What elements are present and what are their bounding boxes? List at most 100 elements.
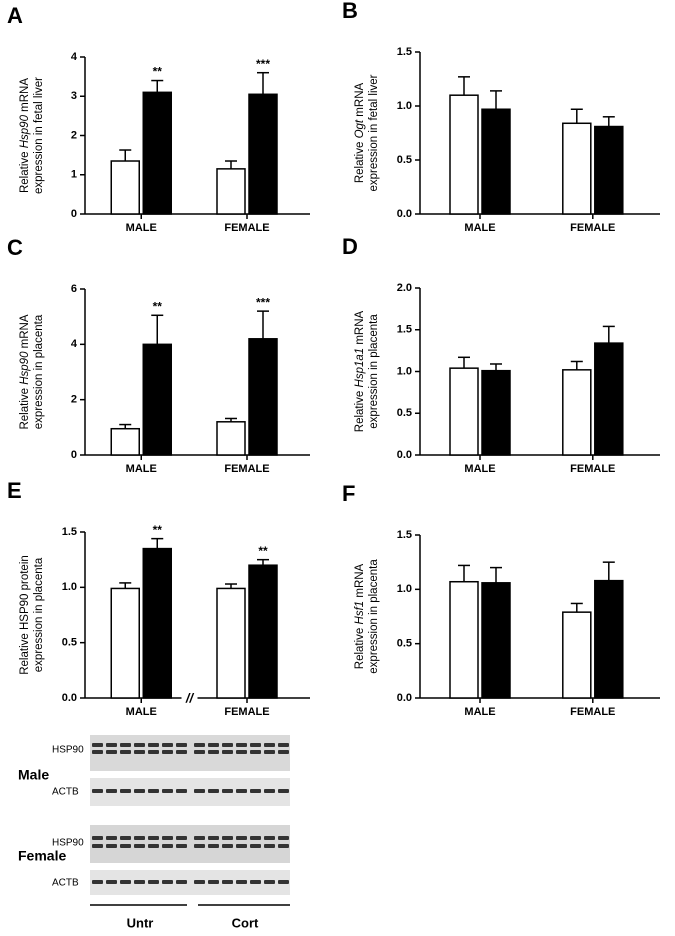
bar: [142, 547, 172, 699]
y-axis-label-part: Relative: [19, 385, 31, 430]
blot-band: [222, 743, 233, 747]
blot-band: [162, 844, 173, 848]
y-tick-label: 0: [71, 449, 77, 461]
blot-band: [208, 844, 219, 848]
blot-band: [208, 789, 219, 793]
y-axis-label: Relative Hsp90 mRNA expression in placent…: [19, 314, 45, 429]
x-tick-label: FEMALE: [570, 706, 615, 718]
blot-row-label: HSP90: [52, 745, 84, 756]
blot-band: [250, 743, 261, 747]
y-axis-label-part: Relative HSP90 protein: [19, 555, 31, 675]
blot-band: [134, 750, 145, 754]
blot-band: [250, 836, 261, 840]
y-axis-label-part: Hsf1: [354, 601, 366, 625]
blot-band: [162, 789, 173, 793]
y-tick-label: 0: [71, 208, 77, 220]
blot-band: [194, 789, 205, 793]
blot-band: [120, 836, 131, 840]
blot-band: [106, 880, 117, 884]
blot-band: [250, 880, 261, 884]
blot-band: [162, 836, 173, 840]
significance: **: [258, 544, 268, 558]
y-tick-label: 1.0: [62, 581, 77, 593]
blot-band: [236, 844, 247, 848]
blot-band: [106, 844, 117, 848]
blot-band: [236, 880, 247, 884]
y-axis-label-part: mRNA: [354, 82, 366, 119]
blot-band: [176, 789, 187, 793]
blot-band: [92, 880, 103, 884]
y-tick-label: 0.5: [397, 154, 412, 166]
significance: **: [153, 299, 163, 313]
bar: [248, 338, 278, 456]
y-axis-label-part: expression in placenta: [33, 314, 45, 429]
y-tick-label: 0.0: [397, 692, 412, 704]
y-axis-label-part: expression in fetal liver: [368, 74, 380, 191]
y-axis-label-part: Relative: [354, 138, 366, 183]
blot-band: [236, 750, 247, 754]
blot-band: [92, 836, 103, 840]
blot-band: [134, 789, 145, 793]
blot-band: [208, 880, 219, 884]
blot-row-label: HSP90: [52, 838, 84, 849]
significance: ***: [256, 57, 270, 71]
x-tick-label: FEMALE: [570, 463, 615, 475]
blot-band: [162, 750, 173, 754]
blot-band: [176, 880, 187, 884]
y-tick-label: 1: [71, 169, 77, 181]
blot-band: [148, 880, 159, 884]
blot-band: [92, 750, 103, 754]
blot-band: [120, 880, 131, 884]
y-tick-label: 2.0: [397, 282, 412, 294]
blot-band: [264, 880, 275, 884]
blot-band: [106, 750, 117, 754]
blot-band: [92, 789, 103, 793]
bar: [449, 580, 479, 699]
blot-band: [236, 743, 247, 747]
panel-label: B: [342, 0, 358, 23]
blot-band: [194, 836, 205, 840]
axis-break: //: [185, 690, 195, 705]
bar: [248, 564, 278, 699]
y-axis-label-part: Hsp90: [19, 351, 31, 385]
blot-band: [106, 836, 117, 840]
y-tick-label: 0.5: [397, 638, 412, 650]
blot-band: [264, 750, 275, 754]
bar: [594, 342, 624, 456]
blot-band: [208, 836, 219, 840]
bar: [562, 369, 592, 456]
significance: **: [153, 65, 163, 79]
bar: [594, 579, 624, 699]
blot-band: [222, 880, 233, 884]
blot-band: [194, 750, 205, 754]
significance: ***: [256, 295, 270, 309]
x-tick-label: FEMALE: [224, 463, 269, 475]
bar: [110, 160, 140, 215]
bar: [449, 94, 479, 215]
x-tick-label: MALE: [464, 463, 495, 475]
blot-band: [208, 750, 219, 754]
x-tick-label: FEMALE: [224, 222, 269, 234]
blot-band: [194, 743, 205, 747]
y-axis-label: Relative Ogt mRNA expression in fetal liv…: [354, 74, 380, 191]
blot-band: [92, 743, 103, 747]
y-tick-label: 1.0: [397, 100, 412, 112]
bar: [562, 122, 592, 215]
y-tick-label: 0.0: [62, 692, 77, 704]
y-tick-label: 0.0: [397, 208, 412, 220]
blot-band: [278, 836, 289, 840]
bar: [216, 168, 246, 215]
bar: [562, 611, 592, 699]
blot-band: [264, 836, 275, 840]
blot-band: [278, 743, 289, 747]
y-tick-label: 1.0: [397, 365, 412, 377]
blot-band: [222, 836, 233, 840]
y-axis-label-part: Relative: [354, 624, 366, 669]
y-tick-label: 6: [71, 283, 77, 295]
blot-band: [148, 844, 159, 848]
blot-band: [176, 750, 187, 754]
bar: [481, 369, 511, 456]
blot-sex-label: Female: [18, 848, 66, 864]
bar: [216, 421, 246, 456]
y-tick-label: 1.5: [397, 46, 412, 58]
